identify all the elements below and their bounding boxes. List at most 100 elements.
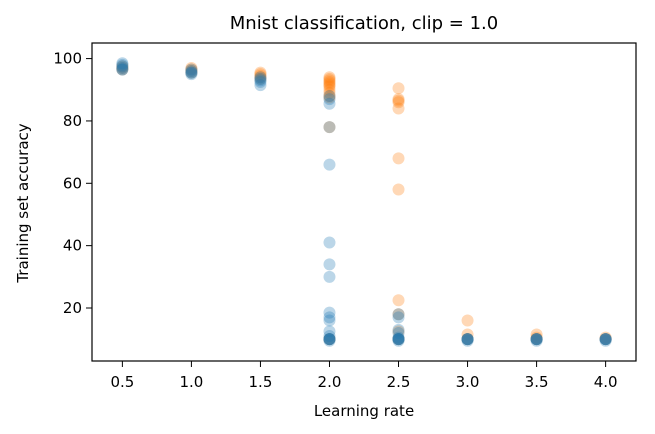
data-point-s0-28 (392, 94, 405, 107)
x-axis-ticks: 0.5 1.0 1.5 2.0 2.5 3.0 3.5 4.0 (110, 361, 618, 391)
data-point-s1-38 (392, 331, 405, 344)
data-point-s1-4 (116, 63, 129, 76)
data-point-s0-19 (323, 83, 336, 96)
data-point-s0-1 (116, 61, 129, 74)
data-point-s0-26 (392, 82, 405, 95)
data-point-s1-31 (323, 333, 336, 346)
data-point-s1-41 (392, 333, 405, 346)
data-point-s1-8 (185, 66, 198, 79)
data-point-s0-5 (185, 65, 198, 78)
y-axis-ticks: 20 40 60 80 100 (53, 50, 92, 317)
y-tick-label: 100 (53, 50, 82, 68)
data-point-s1-20 (323, 158, 336, 171)
data-point-s0-20 (323, 86, 336, 99)
x-tick-label: 2.5 (387, 373, 411, 391)
y-tick-label: 20 (63, 299, 82, 317)
data-point-s0-37 (392, 333, 405, 346)
data-point-s1-32 (323, 333, 336, 346)
x-tick-label: 2.0 (318, 373, 342, 391)
data-point-s0-23 (323, 121, 336, 134)
data-point-s1-0 (116, 57, 129, 70)
data-point-s0-38 (461, 314, 474, 327)
points-layer (116, 57, 612, 347)
y-tick-label: 40 (63, 237, 82, 255)
data-point-s1-58 (599, 334, 612, 347)
data-point-s1-55 (599, 333, 612, 346)
data-point-s0-14 (323, 74, 336, 87)
data-point-s0-13 (323, 72, 336, 85)
data-point-s0-24 (323, 333, 336, 346)
data-point-s1-30 (323, 333, 336, 346)
data-point-s0-2 (116, 63, 129, 76)
data-point-s1-54 (599, 333, 612, 346)
data-point-s1-25 (323, 311, 336, 324)
data-point-s1-19 (323, 121, 336, 134)
data-point-s1-57 (599, 333, 612, 346)
data-point-s1-37 (392, 326, 405, 339)
data-point-s1-46 (461, 333, 474, 346)
data-point-s0-25 (323, 333, 336, 346)
y-axis-label: Training set accuracy (14, 123, 32, 283)
data-point-s1-6 (185, 63, 198, 76)
y-tick-label: 80 (63, 112, 82, 130)
plot-frame (91, 42, 637, 362)
data-point-s1-52 (530, 333, 543, 346)
data-point-s1-48 (461, 334, 474, 347)
data-point-s1-53 (530, 334, 543, 347)
data-point-s0-34 (392, 308, 405, 321)
data-point-s0-43 (530, 331, 543, 344)
data-point-s0-12 (323, 71, 336, 84)
data-point-s1-45 (461, 333, 474, 346)
x-tick-label: 1.0 (179, 373, 203, 391)
data-point-s1-35 (392, 311, 405, 324)
data-point-s1-50 (530, 333, 543, 346)
data-point-s0-44 (530, 333, 543, 346)
data-point-s1-10 (185, 68, 198, 81)
data-point-s0-8 (254, 68, 267, 81)
data-point-s1-15 (254, 79, 267, 92)
data-point-s0-33 (392, 294, 405, 307)
data-point-s1-18 (323, 97, 336, 110)
data-point-s0-11 (254, 72, 267, 85)
data-point-s0-45 (530, 333, 543, 346)
data-point-s1-27 (323, 325, 336, 338)
data-point-s1-44 (461, 333, 474, 346)
data-point-s1-26 (323, 314, 336, 327)
data-point-s1-56 (599, 333, 612, 346)
data-point-s1-39 (392, 333, 405, 346)
data-point-s1-13 (254, 74, 267, 87)
data-point-s1-34 (392, 308, 405, 321)
data-point-s0-35 (392, 325, 405, 338)
data-point-s0-42 (530, 328, 543, 341)
data-point-s1-11 (254, 71, 267, 84)
data-point-s0-9 (254, 69, 267, 82)
data-point-s0-22 (323, 91, 336, 104)
data-point-s0-15 (323, 75, 336, 88)
data-point-s1-21 (323, 236, 336, 249)
chart-title: Mnist classification, clip = 1.0 (230, 13, 498, 34)
data-point-s0-4 (185, 63, 198, 76)
data-point-s0-18 (323, 80, 336, 93)
data-point-s0-39 (461, 328, 474, 341)
data-point-s1-17 (323, 93, 336, 106)
data-point-s0-27 (392, 93, 405, 106)
data-point-s1-5 (116, 63, 129, 76)
x-tick-label: 3.0 (456, 373, 480, 391)
data-point-s1-42 (392, 333, 405, 346)
data-point-s0-47 (599, 333, 612, 346)
data-point-s0-7 (254, 66, 267, 79)
data-point-s0-40 (461, 333, 474, 346)
x-tick-label: 3.5 (525, 373, 549, 391)
data-point-s0-30 (392, 102, 405, 115)
data-point-s0-6 (185, 66, 198, 79)
data-point-s0-36 (392, 333, 405, 346)
data-point-s1-36 (392, 323, 405, 336)
data-point-s0-32 (392, 183, 405, 196)
data-point-s0-46 (599, 331, 612, 344)
data-point-s1-3 (116, 61, 129, 74)
x-axis-label: Learning rate (314, 402, 414, 420)
data-point-s1-28 (323, 330, 336, 343)
data-point-s1-2 (116, 60, 129, 73)
data-point-s1-12 (254, 72, 267, 85)
